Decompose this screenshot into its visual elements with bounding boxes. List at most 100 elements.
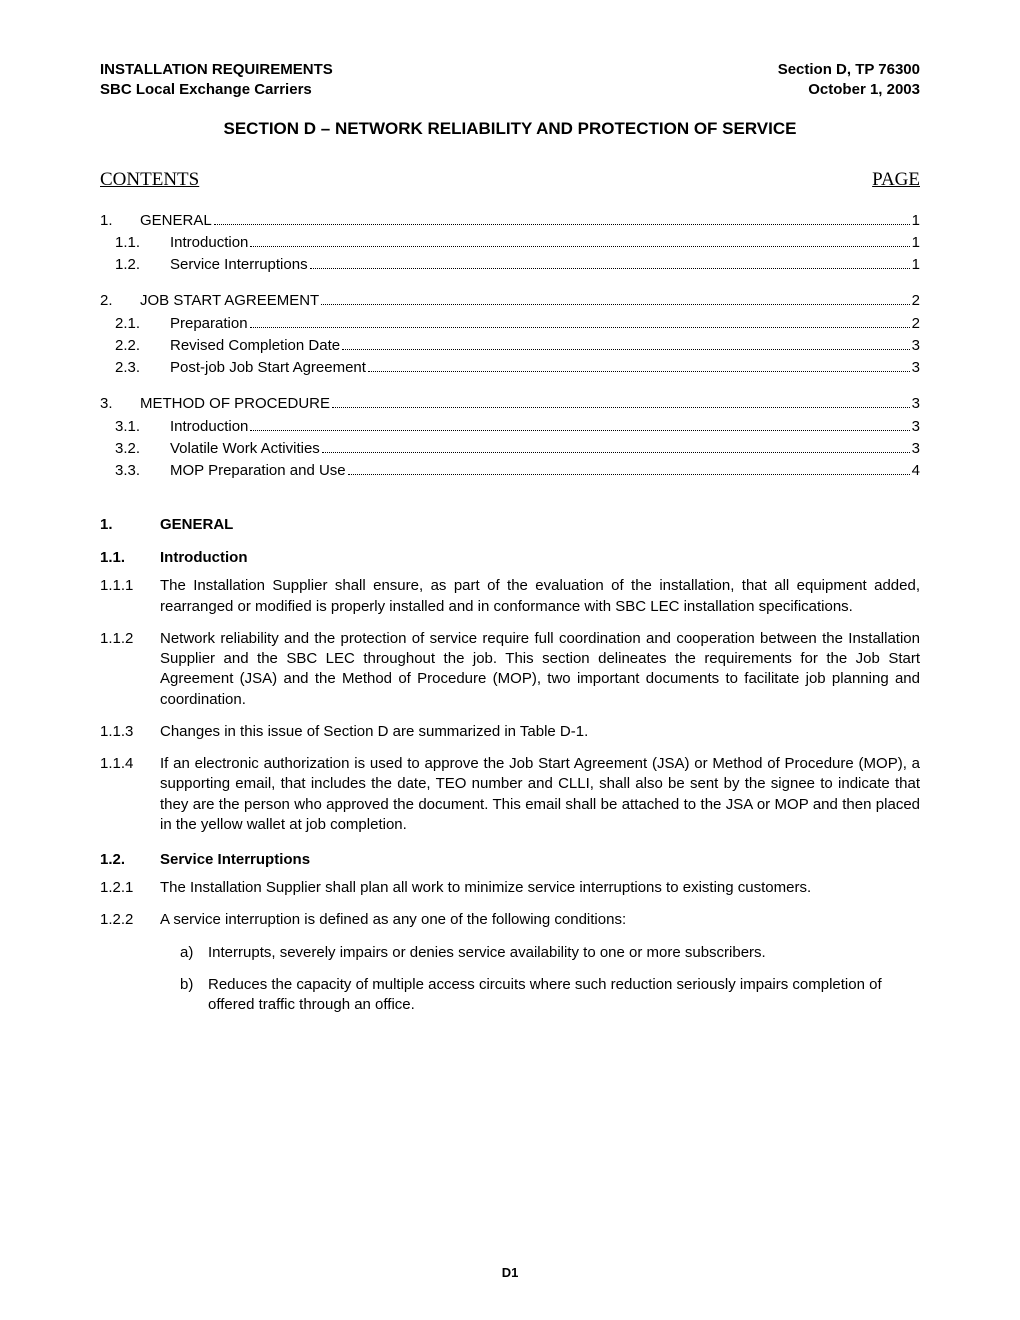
toc-page: 2: [912, 314, 920, 334]
toc-page: 3: [912, 417, 920, 437]
toc-title: Introduction: [170, 417, 248, 437]
toc-page: 3: [912, 336, 920, 356]
sublist-text: Reduces the capacity of multiple access …: [208, 975, 920, 1016]
sublist-1-2-2: a) Interrupts, severely impairs or denie…: [180, 943, 920, 1016]
para-num: 1.1.2: [100, 629, 160, 710]
toc-title: Preparation: [170, 314, 248, 334]
toc-title: JOB START AGREEMENT: [140, 291, 319, 311]
heading-1-1-num: 1.1.: [100, 549, 160, 566]
sublist-item-b: b) Reduces the capacity of multiple acce…: [180, 975, 920, 1016]
toc-line: 1.GENERAL 1: [100, 211, 920, 231]
toc-line: 3.1.Introduction 3: [100, 417, 920, 437]
para-num: 1.1.3: [100, 722, 160, 742]
toc-num: 2.: [100, 291, 140, 311]
toc-line: 1.2.Service Interruptions 1: [100, 255, 920, 275]
para-num: 1.2.1: [100, 878, 160, 898]
contents-header: CONTENTS PAGE: [100, 169, 920, 191]
toc-page: 3: [912, 439, 920, 459]
page-label: PAGE: [872, 169, 920, 191]
toc-num: 2.3.: [100, 358, 170, 378]
sublist-letter: a): [180, 943, 208, 963]
toc-line: 3.METHOD OF PROCEDURE 3: [100, 394, 920, 414]
header-row-2: SBC Local Exchange Carriers October 1, 2…: [100, 80, 920, 100]
header-right-1: Section D, TP 76300: [778, 60, 920, 80]
toc-title: METHOD OF PROCEDURE: [140, 394, 330, 414]
toc-page: 1: [912, 211, 920, 231]
heading-1-title: GENERAL: [160, 516, 233, 533]
toc-title: Volatile Work Activities: [170, 439, 320, 459]
toc-page: 1: [912, 255, 920, 275]
para-num: 1.1.4: [100, 754, 160, 835]
para-text: Changes in this issue of Section D are s…: [160, 722, 920, 742]
section-title: SECTION D – NETWORK RELIABILITY AND PROT…: [100, 119, 920, 139]
heading-1-1: 1.1. Introduction: [100, 549, 920, 566]
sublist-text: Interrupts, severely impairs or denies s…: [208, 943, 920, 963]
toc-dots: [250, 315, 910, 328]
heading-1-2: 1.2. Service Interruptions: [100, 851, 920, 868]
toc-dots: [321, 292, 909, 305]
heading-1: 1. GENERAL: [100, 516, 920, 533]
sublist-letter: b): [180, 975, 208, 1016]
toc-num: 1.: [100, 211, 140, 231]
para-1-1-1: 1.1.1 The Installation Supplier shall en…: [100, 576, 920, 617]
header-left-1: INSTALLATION REQUIREMENTS: [100, 60, 333, 80]
toc-dots: [342, 337, 910, 350]
toc-num: 2.2.: [100, 336, 170, 356]
heading-1-2-title: Service Interruptions: [160, 851, 310, 868]
para-text: The Installation Supplier shall plan all…: [160, 878, 920, 898]
table-of-contents: 1.GENERAL11.1.Introduction11.2.Service I…: [100, 211, 920, 482]
toc-title: Revised Completion Date: [170, 336, 340, 356]
toc-line: 2.2.Revised Completion Date 3: [100, 336, 920, 356]
toc-num: 3.3.: [100, 461, 170, 481]
toc-dots: [250, 234, 909, 247]
para-text: Network reliability and the protection o…: [160, 629, 920, 710]
para-1-1-4: 1.1.4 If an electronic authorization is …: [100, 754, 920, 835]
toc-dots: [332, 395, 910, 408]
toc-line: 1.1.Introduction 1: [100, 233, 920, 253]
toc-dots: [310, 256, 910, 269]
toc-dots: [322, 440, 910, 453]
toc-line: 3.3.MOP Preparation and Use 4: [100, 461, 920, 481]
toc-title: GENERAL: [140, 211, 212, 231]
contents-label: CONTENTS: [100, 169, 199, 191]
toc-line: 3.2.Volatile Work Activities 3: [100, 439, 920, 459]
heading-1-num: 1.: [100, 516, 160, 533]
toc-title: Introduction: [170, 233, 248, 253]
para-num: 1.1.1: [100, 576, 160, 617]
toc-line: 2.3.Post-job Job Start Agreement 3: [100, 358, 920, 378]
toc-num: 1.2.: [100, 255, 170, 275]
toc-dots: [368, 359, 910, 372]
toc-num: 3.2.: [100, 439, 170, 459]
para-text: If an electronic authorization is used t…: [160, 754, 920, 835]
toc-title: Post-job Job Start Agreement: [170, 358, 366, 378]
toc-num: 2.1.: [100, 314, 170, 334]
para-1-1-3: 1.1.3 Changes in this issue of Section D…: [100, 722, 920, 742]
header-left-2: SBC Local Exchange Carriers: [100, 80, 312, 100]
heading-1-2-num: 1.2.: [100, 851, 160, 868]
toc-line: 2.1.Preparation 2: [100, 314, 920, 334]
toc-title: Service Interruptions: [170, 255, 308, 275]
toc-page: 1: [912, 233, 920, 253]
toc-num: 3.1.: [100, 417, 170, 437]
toc-page: 2: [912, 291, 920, 311]
para-text: The Installation Supplier shall ensure, …: [160, 576, 920, 617]
toc-dots: [214, 212, 910, 225]
toc-page: 4: [912, 461, 920, 481]
toc-num: 3.: [100, 394, 140, 414]
sublist-item-a: a) Interrupts, severely impairs or denie…: [180, 943, 920, 963]
header-row-1: INSTALLATION REQUIREMENTS Section D, TP …: [100, 60, 920, 80]
toc-page: 3: [912, 358, 920, 378]
para-1-1-2: 1.1.2 Network reliability and the protec…: [100, 629, 920, 710]
toc-page: 3: [912, 394, 920, 414]
para-text: A service interruption is defined as any…: [160, 910, 920, 930]
toc-num: 1.1.: [100, 233, 170, 253]
header-right-2: October 1, 2003: [808, 80, 920, 100]
toc-line: 2.JOB START AGREEMENT 2: [100, 291, 920, 311]
toc-dots: [250, 418, 909, 431]
page-footer: D1: [0, 1265, 1020, 1280]
toc-title: MOP Preparation and Use: [170, 461, 346, 481]
toc-dots: [348, 462, 910, 475]
para-1-2-1: 1.2.1 The Installation Supplier shall pl…: [100, 878, 920, 898]
heading-1-1-title: Introduction: [160, 549, 247, 566]
para-1-2-2: 1.2.2 A service interruption is defined …: [100, 910, 920, 930]
